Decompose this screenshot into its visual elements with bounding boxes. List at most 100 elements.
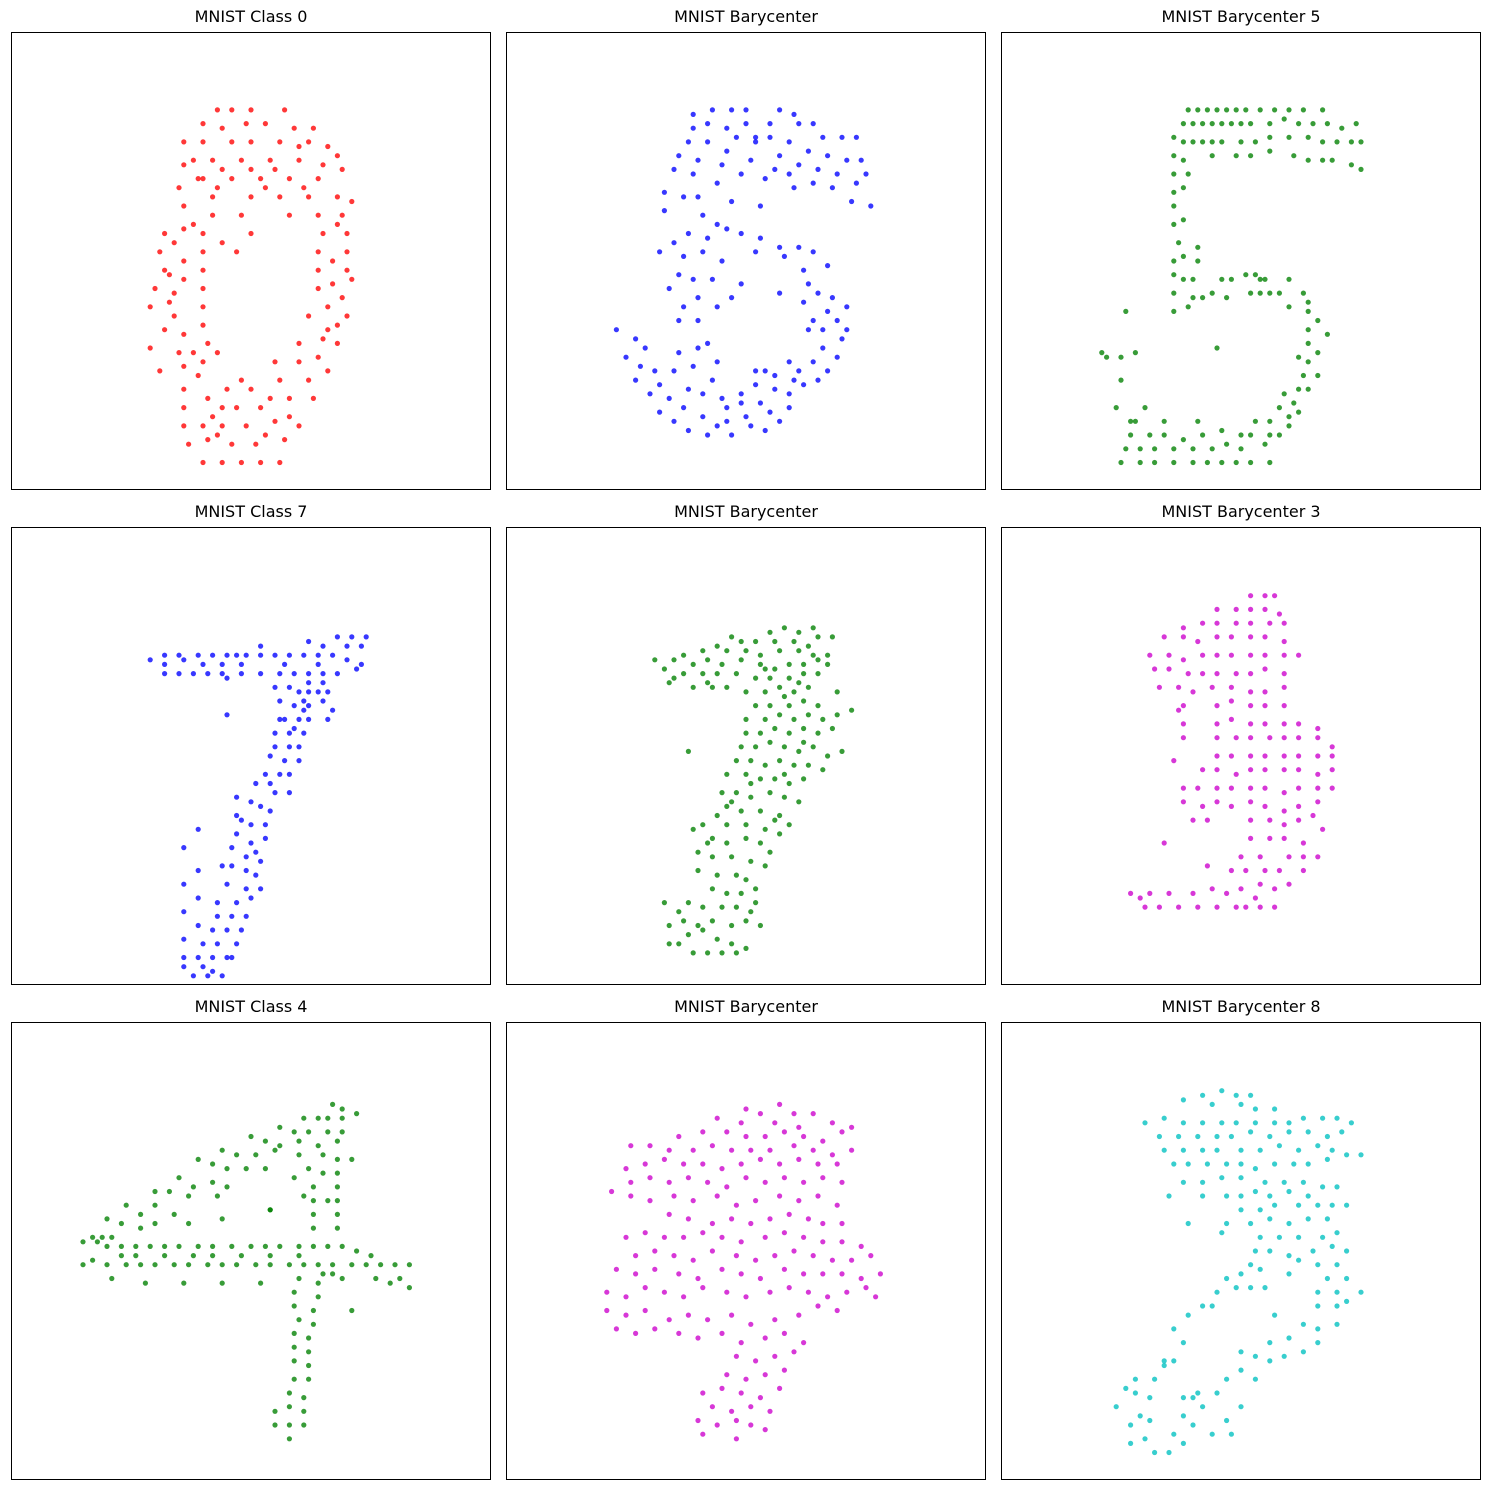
scatter-point [224,954,230,961]
scatter-point [695,1335,701,1341]
panel-4: MNIST Barycenter [505,496,987,985]
scatter-point [171,240,177,246]
scatter-point [238,671,244,677]
scatter-point [248,799,254,805]
scatter-point [1262,803,1268,809]
scatter-point [796,121,802,127]
scatter-point [315,652,321,658]
scatter-point [238,817,244,823]
scatter-point [791,1248,797,1254]
scatter-point [1281,721,1287,727]
scatter-point [200,176,206,182]
scatter-point [1281,703,1287,709]
scatter-point [786,1285,792,1291]
scatter-plot [506,527,986,985]
scatter-point [118,1220,124,1227]
scatter-point [205,340,211,346]
scatter-point [1248,671,1254,677]
scatter-point [325,368,331,374]
scatter-point [690,1147,696,1153]
scatter-point [1286,1220,1292,1227]
scatter-point [1123,1385,1129,1391]
scatter-point [162,230,168,237]
scatter-point [1147,890,1153,896]
scatter-point [839,1179,845,1185]
panel-7: MNIST Barycenter [505,991,987,1480]
plot-frame [11,527,491,985]
scatter-point [1224,295,1230,301]
scatter-point [652,368,658,374]
scatter-point [1248,459,1254,466]
scatter-point [801,1234,807,1240]
scatter-point [1200,1404,1206,1410]
scatter-point [310,125,316,131]
scatter-point [705,950,711,956]
scatter-point [738,890,744,896]
scatter-point [1147,652,1153,658]
scatter-point [1315,1289,1321,1295]
scatter-point [825,753,831,759]
scatter-point [714,423,720,429]
scatter-point [358,643,364,649]
scatter-point [791,111,797,117]
scatter-point [296,1138,302,1144]
scatter-point [296,359,302,365]
scatter-point [1315,799,1321,805]
scatter-point [762,368,768,374]
scatter-point [1190,139,1196,145]
scatter-point [1180,1097,1186,1103]
scatter-point [310,1321,316,1327]
scatter-point [724,1372,730,1378]
scatter-point [1219,1088,1225,1094]
scatter-point [671,368,677,374]
scatter-point [1238,1271,1244,1277]
scatter-point [733,1417,739,1424]
scatter-point [681,405,687,411]
scatter-point [1180,185,1186,191]
panel-1: MNIST Barycenter [505,1,987,490]
scatter-point [195,372,201,379]
scatter-point [1329,157,1335,163]
scatter-point [647,1198,653,1204]
scatter-point [1214,904,1220,910]
scatter-point [733,950,739,956]
scatter-point [700,927,706,933]
scatter-point [286,1262,292,1268]
scatter-point [286,744,292,750]
scatter-point [1305,1193,1311,1199]
scatter-point [786,405,792,411]
scatter-point [777,1193,783,1199]
scatter-point [166,272,172,278]
scatter-point [186,441,192,447]
scatter-point [1200,1147,1206,1153]
scatter-point [219,661,225,667]
scatter-point [738,1390,744,1396]
scatter-point [724,684,730,690]
scatter-point [791,689,797,695]
panel-title: MNIST Barycenter 5 [1161,7,1321,26]
scatter-point [657,409,663,415]
scatter-point [714,872,720,878]
scatter-point [306,671,312,677]
scatter-point [825,308,831,314]
scatter-point [743,835,749,841]
scatter-point [1248,767,1254,773]
scatter-point [1161,1358,1167,1364]
scatter-point [753,368,759,374]
scatter-point [1257,290,1263,296]
scatter-point [719,1385,725,1391]
scatter-point [815,703,821,709]
scatter-point [1334,1115,1340,1121]
scatter-point [709,377,715,383]
scatter-point [1248,290,1254,296]
scatter-point [690,276,696,282]
scatter-point [1262,767,1268,773]
scatter-point [315,1280,321,1286]
scatter-point [743,107,749,113]
scatter-point [1344,1298,1350,1304]
scatter-point [315,1115,321,1121]
scatter-point [839,134,845,140]
scatter-point [210,968,216,974]
scatter-point [1305,157,1311,163]
